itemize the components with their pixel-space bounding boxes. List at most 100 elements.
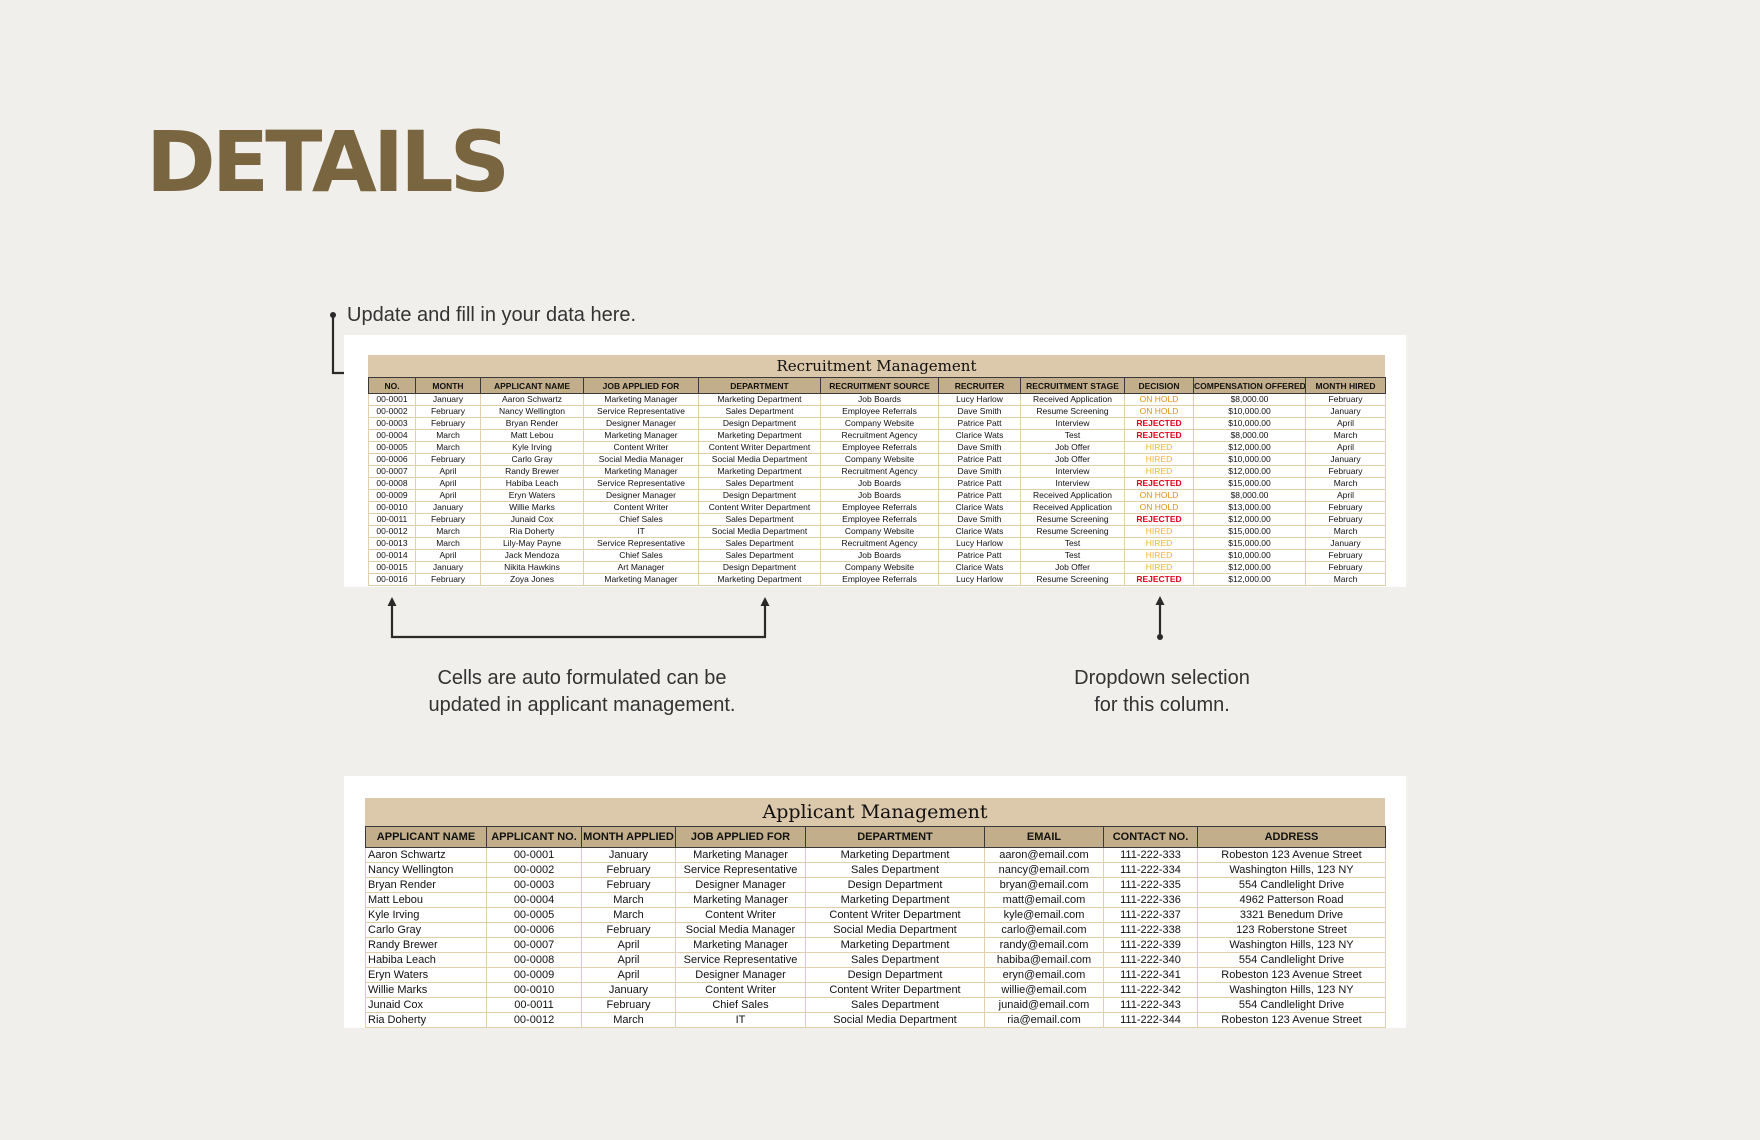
recruitment-cell-job-applied-for[interactable]: Marketing Manager [583, 573, 699, 586]
recruitment-cell-applicant-name[interactable]: Jack Mendoza [480, 549, 584, 562]
recruitment-cell-no[interactable]: 00-0005 [368, 441, 416, 454]
applicant-cell-address[interactable]: 554 Candlelight Drive [1197, 877, 1386, 893]
recruitment-cell-job-applied-for[interactable]: Chief Sales [583, 513, 699, 526]
recruitment-cell-recruiter[interactable]: Dave Smith [938, 465, 1021, 478]
recruitment-cell-no[interactable]: 00-0013 [368, 537, 416, 550]
recruitment-cell-no[interactable]: 00-0008 [368, 477, 416, 490]
applicant-cell-department[interactable]: Content Writer Department [805, 982, 985, 998]
recruitment-cell-compensation-offered[interactable]: $15,000.00 [1193, 525, 1306, 538]
recruitment-cell-department[interactable]: Marketing Department [698, 429, 821, 442]
recruitment-cell-applicant-name[interactable]: Lily-May Payne [480, 537, 584, 550]
recruitment-cell-applicant-name[interactable]: Ria Doherty [480, 525, 584, 538]
recruitment-cell-decision[interactable]: REJECTED [1124, 573, 1194, 586]
recruitment-cell-decision[interactable]: REJECTED [1124, 477, 1194, 490]
recruitment-cell-department[interactable]: Design Department [698, 417, 821, 430]
applicant-cell-job-applied-for[interactable]: Marketing Manager [675, 937, 806, 953]
recruitment-cell-recruitment-stage[interactable]: Resume Screening [1020, 405, 1125, 418]
recruitment-cell-applicant-name[interactable]: Nancy Wellington [480, 405, 584, 418]
applicant-cell-applicant-name[interactable]: Kyle Irving [365, 907, 487, 923]
applicant-cell-job-applied-for[interactable]: Social Media Manager [675, 922, 806, 938]
applicant-cell-contact-no[interactable]: 111-222-341 [1103, 967, 1198, 983]
applicant-cell-contact-no[interactable]: 111-222-337 [1103, 907, 1198, 923]
recruitment-cell-compensation-offered[interactable]: $12,000.00 [1193, 573, 1306, 586]
applicant-cell-email[interactable]: willie@email.com [984, 982, 1104, 998]
recruitment-cell-recruitment-stage[interactable]: Received Application [1020, 393, 1125, 406]
recruitment-cell-month[interactable]: February [415, 453, 481, 466]
recruitment-cell-department[interactable]: Content Writer Department [698, 501, 821, 514]
applicant-cell-department[interactable]: Design Department [805, 967, 985, 983]
recruitment-cell-no[interactable]: 00-0010 [368, 501, 416, 514]
recruitment-cell-month[interactable]: January [415, 561, 481, 574]
applicant-cell-applicant-name[interactable]: Willie Marks [365, 982, 487, 998]
applicant-cell-address[interactable]: 4962 Patterson Road [1197, 892, 1386, 908]
applicant-cell-month-applied[interactable]: March [581, 892, 676, 908]
recruitment-cell-recruitment-source[interactable]: Recruitment Agency [820, 465, 939, 478]
recruitment-cell-recruitment-source[interactable]: Company Website [820, 561, 939, 574]
recruitment-cell-recruitment-stage[interactable]: Interview [1020, 477, 1125, 490]
recruitment-cell-recruiter[interactable]: Patrice Patt [938, 489, 1021, 502]
recruitment-cell-applicant-name[interactable]: Randy Brewer [480, 465, 584, 478]
recruitment-cell-no[interactable]: 00-0003 [368, 417, 416, 430]
applicant-cell-address[interactable]: Washington Hills, 123 NY [1197, 862, 1386, 878]
applicant-cell-month-applied[interactable]: February [581, 862, 676, 878]
recruitment-cell-job-applied-for[interactable]: Social Media Manager [583, 453, 699, 466]
recruitment-cell-recruitment-stage[interactable]: Interview [1020, 465, 1125, 478]
recruitment-cell-job-applied-for[interactable]: Marketing Manager [583, 393, 699, 406]
recruitment-cell-recruiter[interactable]: Clarice Wats [938, 561, 1021, 574]
recruitment-cell-compensation-offered[interactable]: $10,000.00 [1193, 549, 1306, 562]
recruitment-cell-month-hired[interactable]: February [1305, 393, 1386, 406]
recruitment-cell-department[interactable]: Marketing Department [698, 393, 821, 406]
applicant-cell-applicant-no[interactable]: 00-0003 [486, 877, 582, 893]
applicant-cell-applicant-name[interactable]: Aaron Schwartz [365, 847, 487, 863]
recruitment-cell-recruitment-source[interactable]: Employee Referrals [820, 501, 939, 514]
recruitment-cell-month-hired[interactable]: January [1305, 453, 1386, 466]
applicant-cell-department[interactable]: Marketing Department [805, 847, 985, 863]
applicant-cell-contact-no[interactable]: 111-222-343 [1103, 997, 1198, 1013]
recruitment-cell-month-hired[interactable]: March [1305, 429, 1386, 442]
recruitment-cell-compensation-offered[interactable]: $10,000.00 [1193, 417, 1306, 430]
recruitment-cell-job-applied-for[interactable]: Marketing Manager [583, 429, 699, 442]
applicant-cell-applicant-no[interactable]: 00-0004 [486, 892, 582, 908]
recruitment-cell-job-applied-for[interactable]: Chief Sales [583, 549, 699, 562]
recruitment-cell-no[interactable]: 00-0002 [368, 405, 416, 418]
applicant-cell-email[interactable]: junaid@email.com [984, 997, 1104, 1013]
recruitment-cell-recruiter[interactable]: Patrice Patt [938, 417, 1021, 430]
recruitment-cell-department[interactable]: Content Writer Department [698, 441, 821, 454]
recruitment-cell-month-hired[interactable]: March [1305, 573, 1386, 586]
recruitment-cell-department[interactable]: Social Media Department [698, 453, 821, 466]
recruitment-cell-recruitment-source[interactable]: Company Website [820, 453, 939, 466]
recruitment-cell-recruitment-source[interactable]: Job Boards [820, 489, 939, 502]
applicant-cell-job-applied-for[interactable]: Content Writer [675, 982, 806, 998]
applicant-cell-address[interactable]: Washington Hills, 123 NY [1197, 982, 1386, 998]
recruitment-cell-recruitment-stage[interactable]: Job Offer [1020, 561, 1125, 574]
recruitment-cell-recruiter[interactable]: Clarice Wats [938, 525, 1021, 538]
recruitment-cell-compensation-offered[interactable]: $12,000.00 [1193, 513, 1306, 526]
applicant-cell-applicant-name[interactable]: Ria Doherty [365, 1012, 487, 1028]
applicant-cell-month-applied[interactable]: January [581, 982, 676, 998]
applicant-cell-applicant-no[interactable]: 00-0006 [486, 922, 582, 938]
recruitment-cell-month-hired[interactable]: February [1305, 513, 1386, 526]
applicant-cell-department[interactable]: Sales Department [805, 952, 985, 968]
applicant-cell-applicant-no[interactable]: 00-0011 [486, 997, 582, 1013]
recruitment-cell-compensation-offered[interactable]: $13,000.00 [1193, 501, 1306, 514]
recruitment-cell-applicant-name[interactable]: Bryan Render [480, 417, 584, 430]
applicant-cell-address[interactable]: Robeston 123 Avenue Street [1197, 1012, 1386, 1028]
recruitment-cell-month[interactable]: January [415, 501, 481, 514]
applicant-cell-applicant-no[interactable]: 00-0009 [486, 967, 582, 983]
applicant-cell-job-applied-for[interactable]: IT [675, 1012, 806, 1028]
recruitment-cell-recruitment-stage[interactable]: Received Application [1020, 489, 1125, 502]
applicant-cell-contact-no[interactable]: 111-222-339 [1103, 937, 1198, 953]
applicant-cell-contact-no[interactable]: 111-222-336 [1103, 892, 1198, 908]
applicant-cell-applicant-name[interactable]: Randy Brewer [365, 937, 487, 953]
applicant-cell-address[interactable]: Robeston 123 Avenue Street [1197, 847, 1386, 863]
applicant-cell-applicant-no[interactable]: 00-0002 [486, 862, 582, 878]
recruitment-cell-recruitment-source[interactable]: Company Website [820, 525, 939, 538]
recruitment-cell-decision[interactable]: HIRED [1124, 537, 1194, 550]
recruitment-cell-month[interactable]: February [415, 417, 481, 430]
recruitment-cell-month-hired[interactable]: February [1305, 561, 1386, 574]
recruitment-cell-recruiter[interactable]: Patrice Patt [938, 453, 1021, 466]
recruitment-cell-recruiter[interactable]: Patrice Patt [938, 477, 1021, 490]
recruitment-cell-recruitment-stage[interactable]: Test [1020, 549, 1125, 562]
applicant-cell-month-applied[interactable]: March [581, 907, 676, 923]
recruitment-cell-department[interactable]: Sales Department [698, 537, 821, 550]
